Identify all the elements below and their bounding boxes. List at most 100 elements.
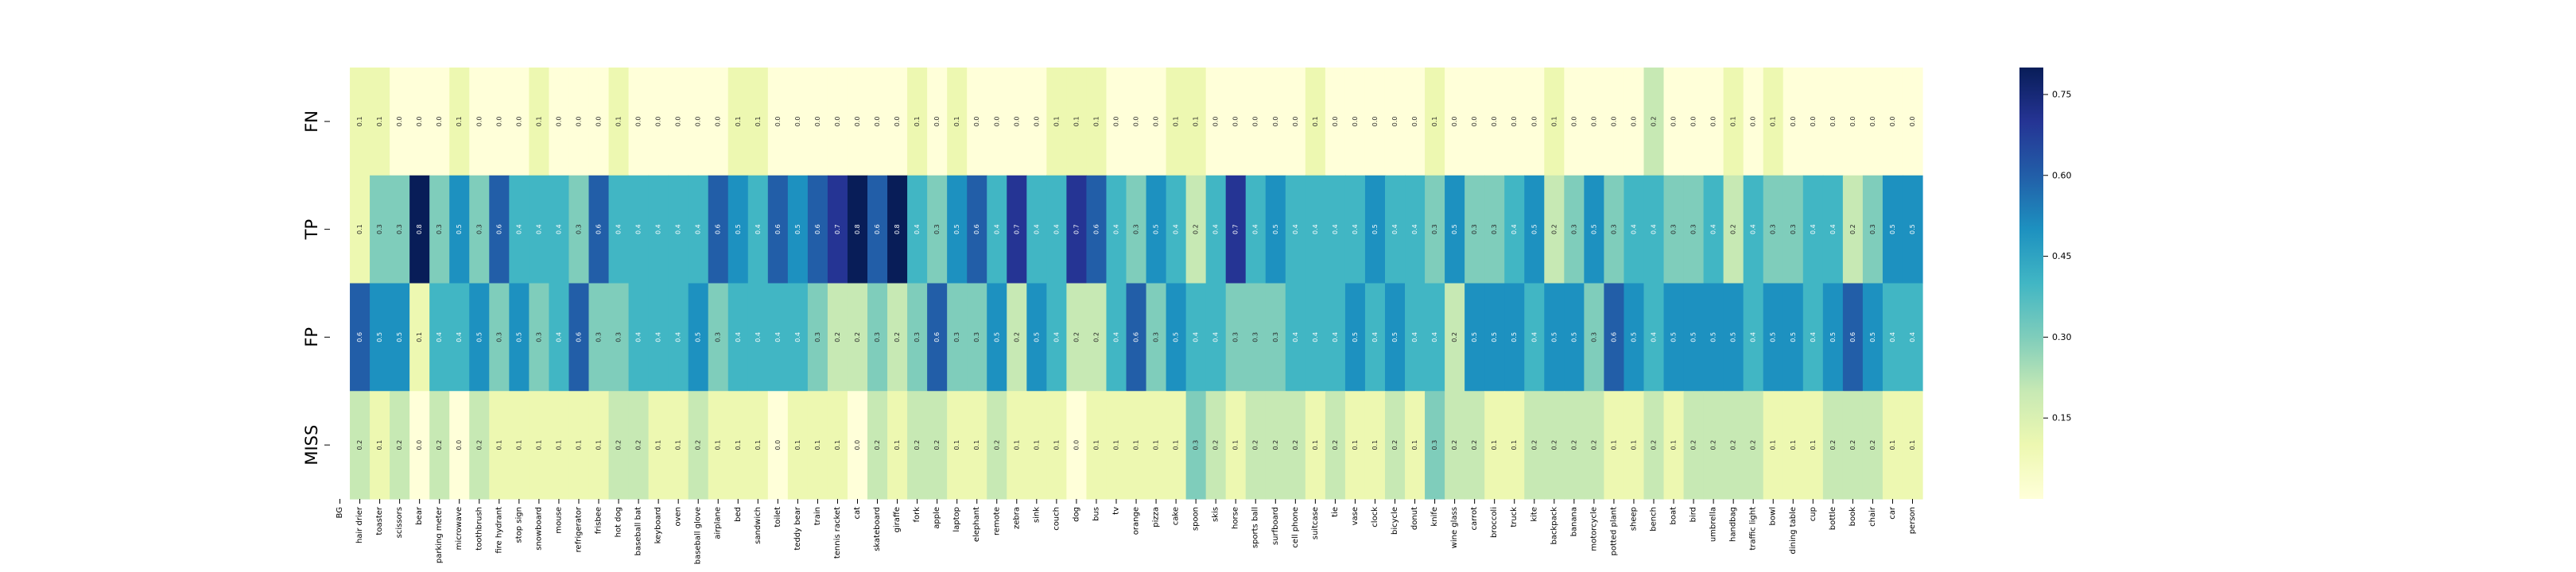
heatmap-cell [967, 68, 987, 176]
heatmap-cell [1185, 391, 1207, 500]
heatmap-cell-label: 0.4 [655, 332, 662, 342]
heatmap-cell-label: 0.5 [456, 224, 463, 234]
heatmap-cell [1285, 391, 1306, 500]
heatmap-cell-label: 0.1 [1909, 440, 1916, 450]
heatmap-cell [1862, 68, 1884, 176]
heatmap-cell-label: 0.4 [1212, 224, 1220, 234]
heatmap-cell [608, 68, 630, 176]
heatmap-cell-label: 0.0 [1371, 117, 1379, 127]
heatmap-cell [927, 391, 948, 500]
heatmap-cell-label: 0.2 [1849, 224, 1856, 234]
heatmap-cell-label: 0.1 [834, 440, 841, 450]
heatmap-cell [1405, 391, 1426, 500]
heatmap-cell [1225, 68, 1247, 176]
heatmap-cell [628, 283, 650, 392]
heatmap-cell [1445, 283, 1465, 392]
column-label: baseball glove [694, 507, 703, 564]
column-label: snowboard [534, 507, 543, 551]
heatmap-cell-label: 0.4 [1352, 224, 1359, 234]
heatmap-cell-label: 0.1 [735, 117, 742, 127]
row-label: MISS [302, 425, 321, 466]
heatmap-cell-label: 0.4 [755, 224, 762, 234]
heatmap-cell [1683, 391, 1705, 500]
heatmap-cell-label: 0.5 [695, 332, 702, 342]
heatmap-cell-label: 0.0 [715, 117, 722, 127]
heatmap-cell [1902, 391, 1923, 500]
column-label: toaster [375, 506, 384, 535]
heatmap-cell-label: 0.4 [1112, 332, 1119, 342]
heatmap-cell [1544, 391, 1565, 500]
heatmap-cell [787, 68, 809, 176]
column-label: bird [1690, 507, 1698, 522]
heatmap-cell [867, 283, 888, 392]
heatmap-cell [1185, 175, 1207, 284]
heatmap-cell [1026, 68, 1047, 176]
column-label: train [813, 507, 822, 525]
heatmap-cell-label: 0.5 [1530, 224, 1538, 234]
heatmap-cell-label: 0.4 [675, 332, 682, 342]
heatmap-cell-label: 0.0 [1610, 117, 1617, 127]
heatmap-cell-label: 0.0 [1073, 440, 1080, 450]
heatmap-cell [489, 175, 510, 284]
heatmap-cell-label: 0.3 [535, 332, 542, 342]
heatmap-cell [1146, 68, 1167, 176]
heatmap-cell [967, 175, 987, 284]
heatmap-cell-label: 0.7 [1232, 224, 1240, 234]
heatmap-cell [747, 391, 769, 500]
colorbar-tick-label: 0.75 [2052, 89, 2072, 99]
heatmap-cell [1066, 391, 1088, 500]
heatmap-cell [1225, 283, 1247, 392]
heatmap-cell-label: 0.3 [1252, 332, 1259, 342]
heatmap-cell-label: 0.3 [1153, 332, 1160, 342]
column-label: donut [1410, 507, 1419, 530]
heatmap-cell-label: 0.1 [1232, 440, 1240, 450]
heatmap-cell-label: 0.4 [735, 332, 742, 342]
heatmap-cell-label: 0.4 [555, 332, 562, 342]
column-label: tennis racket [833, 507, 842, 558]
column-label: orange [1132, 507, 1141, 535]
heatmap-cell [747, 283, 769, 392]
colorbar-tick-label: 0.60 [2052, 170, 2072, 180]
heatmap-cell-label: 0.1 [735, 440, 742, 450]
heatmap-cell [847, 283, 868, 392]
heatmap-cell [1484, 283, 1505, 392]
heatmap-cell [409, 175, 430, 284]
heatmap-cell [429, 68, 450, 176]
heatmap-cell [787, 175, 809, 284]
column-label: pizza [1152, 507, 1161, 528]
heatmap-cell [350, 391, 370, 500]
heatmap-cell [1504, 68, 1525, 176]
heatmap-cell [1822, 283, 1844, 392]
heatmap-cell-label: 0.0 [475, 117, 483, 127]
heatmap-cell [549, 175, 570, 284]
heatmap-cell [1344, 283, 1366, 392]
heatmap-cell-label: 0.4 [774, 332, 782, 342]
heatmap-cell-label: 0.4 [615, 224, 623, 234]
heatmap-cell-label: 0.2 [1829, 440, 1837, 450]
column-label: spoon [1192, 507, 1201, 531]
column-label: tv [1111, 507, 1120, 515]
heatmap-cell [1564, 175, 1585, 284]
heatmap-cell-label: 0.4 [1650, 332, 1657, 342]
heatmap-cell-label: 0.6 [715, 224, 722, 234]
heatmap-cell [727, 391, 749, 500]
heatmap-cell [1484, 68, 1505, 176]
heatmap-cell-label: 0.5 [1770, 332, 1777, 342]
heatmap-cell-label: 0.5 [1570, 332, 1577, 342]
heatmap-cell [549, 68, 570, 176]
heatmap-cell-label: 0.0 [1252, 117, 1259, 127]
heatmap-cell-label: 0.4 [1033, 224, 1040, 234]
heatmap-cell-label: 0.3 [914, 332, 921, 342]
heatmap-cell-label: 0.1 [794, 440, 801, 450]
heatmap-cell-label: 0.8 [854, 224, 861, 234]
heatmap-cell [409, 391, 430, 500]
column-label: teddy bear [793, 506, 802, 550]
heatmap-cell [1584, 391, 1604, 500]
heatmap-cell-label: 0.1 [1630, 440, 1637, 450]
heatmap-cell [568, 391, 590, 500]
column-label: broccoli [1490, 507, 1499, 538]
heatmap-cell [1405, 68, 1426, 176]
heatmap-cell [1344, 175, 1366, 284]
heatmap-cell-label: 0.4 [635, 332, 642, 342]
